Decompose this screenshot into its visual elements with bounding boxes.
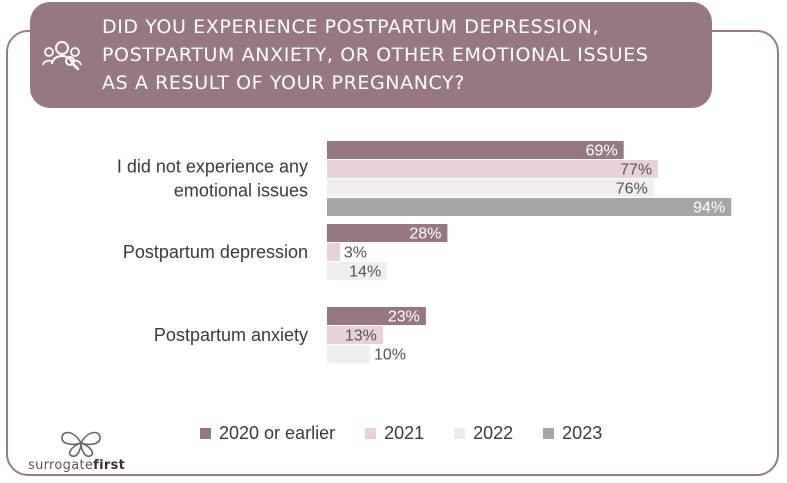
bar (327, 345, 370, 363)
legend-swatch (543, 428, 555, 439)
bar (327, 160, 659, 178)
legend-item: 2022 (454, 423, 513, 444)
legend-item: 2023 (543, 423, 602, 444)
data-label: 28% (409, 226, 441, 243)
data-label: 10% (374, 347, 406, 364)
data-label: 76% (616, 181, 648, 198)
category-label: Postpartum depression (123, 242, 308, 262)
legend-swatch (200, 428, 211, 439)
bar (327, 179, 654, 197)
legend-swatch (454, 428, 466, 439)
legend-label: 2020 or earlier (219, 423, 336, 443)
data-label: 14% (349, 264, 381, 281)
category-label: emotional issues (174, 181, 308, 201)
category-label: I did not experience any (117, 157, 308, 177)
legend-item: 2021 (365, 423, 424, 444)
legend-item: 2020 or earlier (200, 423, 335, 444)
title-line-3: AS A RESULT OF YOUR PREGNANCY? (102, 72, 465, 94)
legend-label: 2023 (562, 423, 603, 443)
bar (327, 224, 448, 242)
data-label: 13% (345, 328, 377, 345)
bar (327, 141, 624, 159)
butterfly-logo (61, 431, 101, 458)
bar (327, 198, 732, 216)
bar (327, 243, 340, 261)
data-label: 3% (344, 245, 367, 262)
header-banner: DID YOU EXPERIENCE POSTPARTUM DEPRESSION… (30, 2, 712, 108)
brand-name: surrogatefirst (28, 458, 126, 473)
legend-label: 2021 (384, 423, 425, 443)
data-label: 23% (388, 309, 420, 326)
legend-swatch (365, 428, 377, 439)
bar (327, 326, 383, 344)
people-group-icon (42, 41, 82, 71)
bar (327, 307, 426, 325)
legend: 2020 or earlier 2021 2022 2023 (200, 423, 602, 444)
legend-label: 2022 (473, 423, 514, 443)
category-label: Postpartum anxiety (154, 325, 308, 345)
bar (327, 262, 388, 280)
data-label: 69% (586, 143, 618, 160)
title-line-2: POSTPARTUM ANXIETY, OR OTHER EMOTIONAL I… (102, 44, 649, 66)
data-label: 77% (620, 162, 652, 179)
brand-logo: surrogatefirst (28, 428, 138, 478)
title-line-1: DID YOU EXPERIENCE POSTPARTUM DEPRESSION… (102, 16, 600, 38)
data-label: 94% (693, 200, 725, 217)
